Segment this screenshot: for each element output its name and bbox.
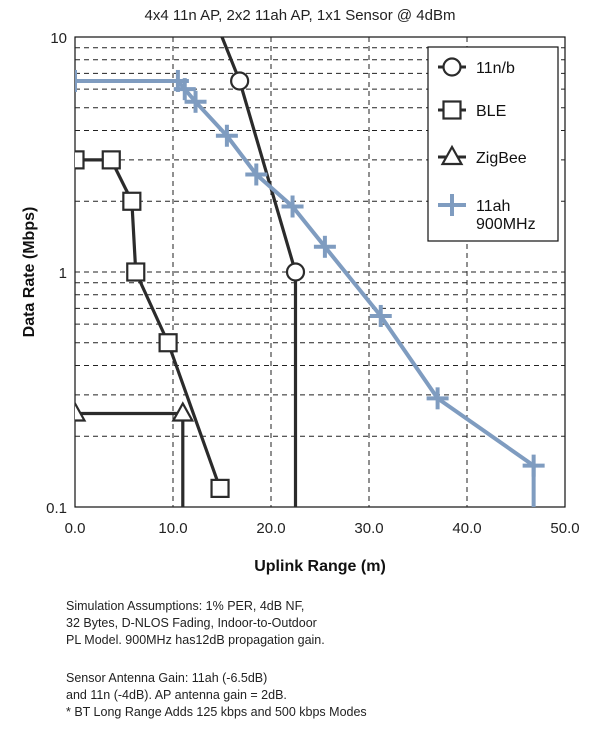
note-line: Simulation Assumptions: 1% PER, 4dB NF, <box>66 599 305 613</box>
legend-marker-icon <box>441 194 463 216</box>
data-point-11n-b <box>285 262 306 282</box>
simulation-assumptions-note: Simulation Assumptions: 1% PER, 4dB NF, … <box>66 598 325 649</box>
x-tick-label: 30.0 <box>354 520 383 537</box>
x-tick-label: 40.0 <box>452 520 481 537</box>
legend-marker-icon <box>442 100 462 120</box>
axis-ticks: 0.0 10.0 20.0 30.0 40.0 50.0 0.1 1 10 <box>46 30 579 537</box>
series-layer <box>75 37 545 507</box>
legend-item: 11n/b <box>438 57 515 77</box>
series-zigbee <box>75 401 195 507</box>
series-ble <box>75 150 230 498</box>
x-tick-label: 0.0 <box>65 520 86 537</box>
data-point-11ah <box>173 78 196 101</box>
data-point-11ah <box>313 235 336 258</box>
legend-marker-icon <box>440 144 464 166</box>
data-point-ble <box>122 191 142 211</box>
note-line: PL Model. 900MHz has12dB propagation gai… <box>66 633 325 647</box>
note-line: and 11n (-4dB). AP antenna gain = 2dB. <box>66 688 287 702</box>
data-point-ble <box>210 478 230 498</box>
y-tick-label: 10 <box>50 30 67 47</box>
data-point-ble <box>158 333 178 353</box>
legend-item: ZigBee <box>438 144 527 167</box>
series-line-zigbee <box>75 411 185 507</box>
data-point-11ah <box>75 69 86 92</box>
x-tick-label: 50.0 <box>550 520 579 537</box>
series-line-11n-b <box>220 37 298 507</box>
legend-label: ZigBee <box>476 150 527 167</box>
antenna-gain-note: Sensor Antenna Gain: 11ah (-6.5dB) and 1… <box>66 670 367 721</box>
uplink-range-chart: 4x4 11n AP, 2x2 11ah AP, 1x1 Sensor @ 4d… <box>21 7 580 575</box>
x-tick-label: 20.0 <box>256 520 285 537</box>
data-point-11ah <box>522 454 545 477</box>
legend-marker-icon <box>442 57 462 77</box>
data-point-11ah <box>281 195 304 218</box>
data-point-ble <box>75 150 85 170</box>
data-point-11n-b <box>230 71 250 91</box>
legend-item: BLE <box>438 100 506 120</box>
y-tick-label: 0.1 <box>46 500 67 517</box>
data-point-11ah <box>426 387 449 410</box>
y-tick-label: 1 <box>59 265 67 282</box>
legend-label: 900MHz <box>476 216 536 233</box>
legend-label: BLE <box>476 103 506 120</box>
legend-box <box>427 46 559 242</box>
data-point-11ah <box>215 124 238 147</box>
note-line: Sensor Antenna Gain: 11ah (-6.5dB) <box>66 671 268 685</box>
series-11n-b <box>220 37 306 507</box>
legend-label: 11ah <box>476 198 510 215</box>
y-axis-label: Data Rate (Mbps) <box>21 207 38 338</box>
data-point-11ah <box>245 163 268 186</box>
data-point-11ah <box>369 304 392 327</box>
chart-title: 4x4 11n AP, 2x2 11ah AP, 1x1 Sensor @ 4d… <box>144 7 455 24</box>
note-line: 32 Bytes, D-NLOS Fading, Indoor-to-Outdo… <box>66 616 317 630</box>
data-point-ble <box>101 150 121 170</box>
x-axis-label: Uplink Range (m) <box>254 558 386 575</box>
legend-label: 11n/b <box>476 60 515 77</box>
note-line: * BT Long Range Adds 125 kbps and 500 kb… <box>66 705 367 719</box>
data-point-zigbee <box>171 401 195 422</box>
series-11ah <box>75 69 545 507</box>
x-tick-label: 10.0 <box>158 520 187 537</box>
data-point-11ah <box>184 90 207 113</box>
data-point-zigbee <box>75 401 87 422</box>
data-point-ble <box>126 262 146 282</box>
